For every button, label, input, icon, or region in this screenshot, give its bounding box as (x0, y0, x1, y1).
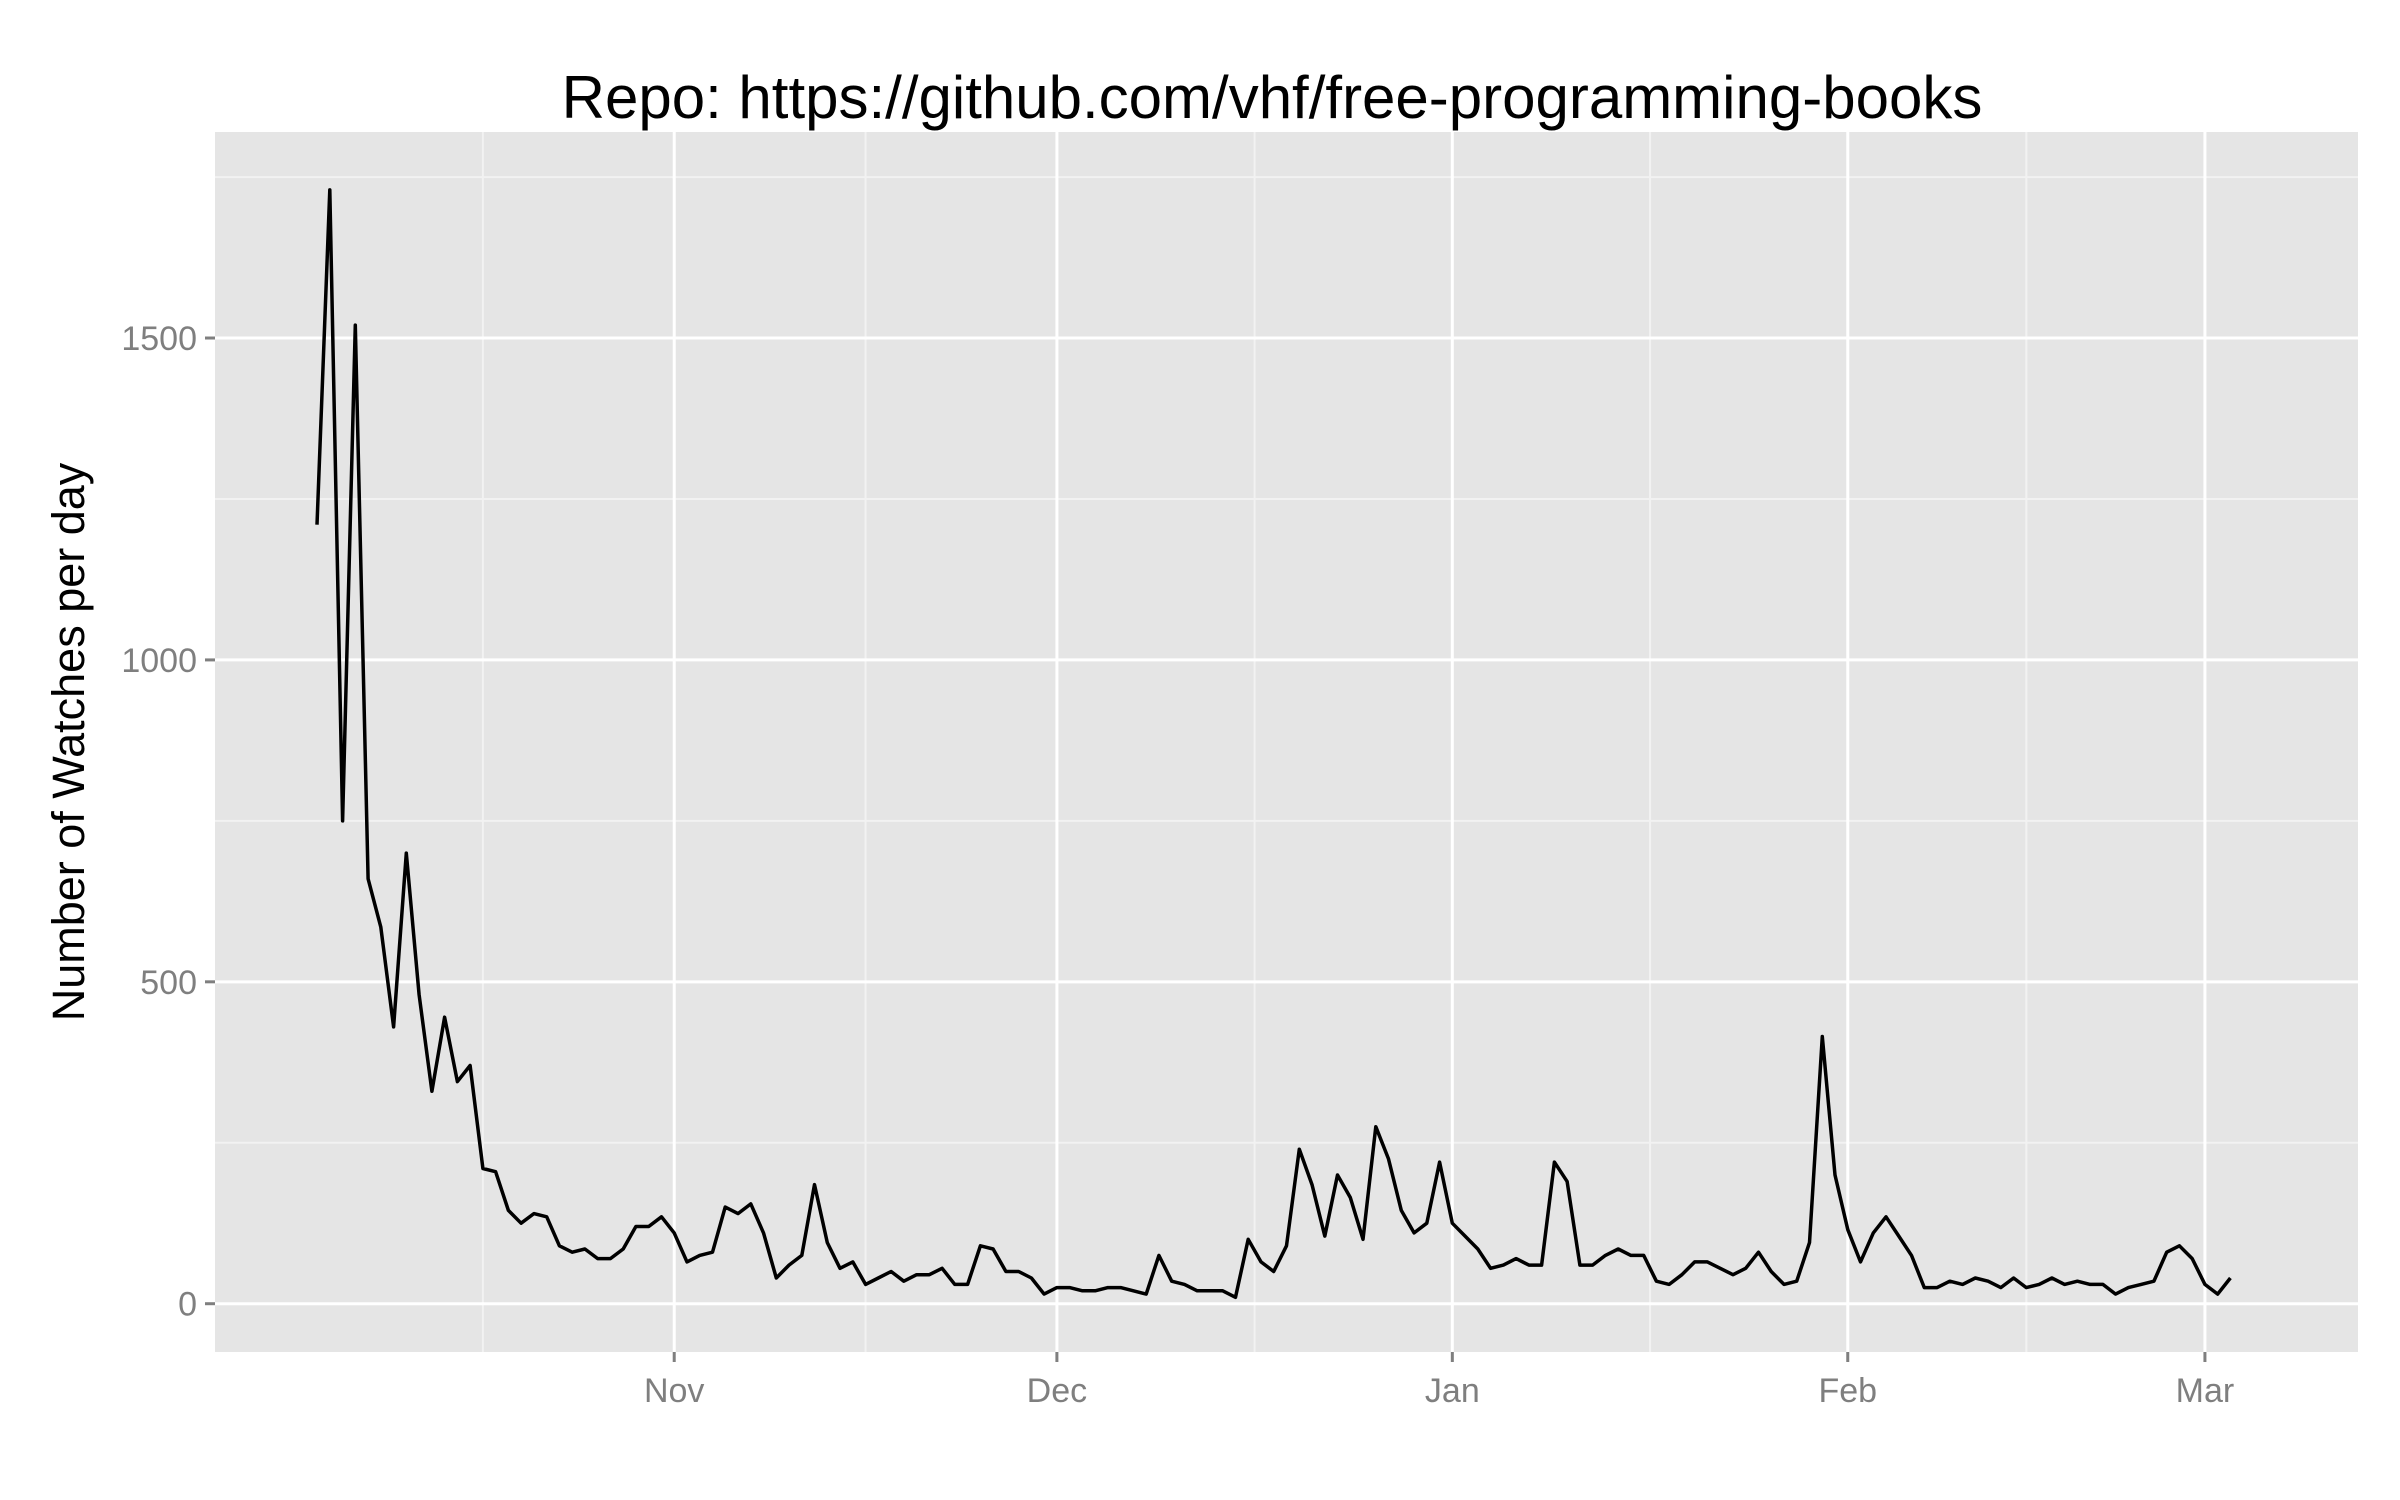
x-tick-label: Mar (2176, 1372, 2235, 1410)
chart-title: Repo: https://github.com/vhf/free-progra… (562, 64, 1983, 131)
series-line (315, 188, 2232, 1300)
major-gridlines (215, 132, 2358, 1352)
x-tick-label: Jan (1425, 1372, 1480, 1410)
y-tick-label: 0 (178, 1286, 197, 1324)
y-tick-label: 1500 (121, 320, 197, 358)
x-tick-label: Nov (644, 1372, 704, 1410)
series-layer (315, 188, 2232, 1300)
plot-panel (215, 132, 2358, 1352)
y-tick-label: 1000 (121, 642, 197, 680)
x-tick-label: Feb (1818, 1372, 1877, 1410)
y-axis: 0 500 1000 1500 (121, 320, 215, 1324)
minor-gridlines (215, 132, 2358, 1352)
y-axis-label: Number of Watches per day (43, 462, 94, 1021)
y-tick-label: 500 (140, 964, 197, 1002)
x-axis: Nov Dec Jan Feb Mar (644, 1352, 2234, 1410)
x-tick-label: Dec (1027, 1372, 1087, 1410)
